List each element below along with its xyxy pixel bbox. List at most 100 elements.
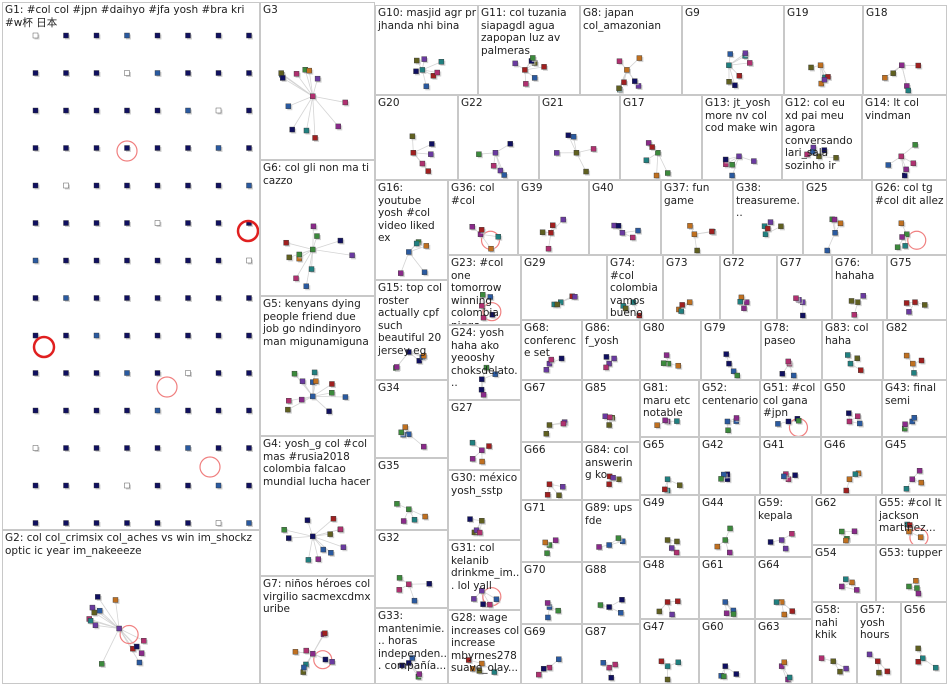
node [543,430,550,437]
group-label: G9 [685,7,700,19]
group-label: G70 [524,564,546,576]
node [93,332,100,339]
node [487,601,493,608]
node [342,99,348,106]
group-graph-g2 [86,594,148,668]
node [63,182,69,189]
group-label: G56 [904,604,926,616]
node [782,545,789,552]
node [124,220,130,226]
group-label: G26: col tg #col dit allez [875,182,944,207]
hub-node [839,528,845,535]
group-label: G7: niños héroes col virgilio sacmexcdmx… [263,578,374,615]
group-label: G1: #col col #jpn #daihyo #jfa yosh #bra… [5,4,248,29]
node [63,220,69,226]
node [821,77,828,83]
hub-node [691,231,698,237]
hub-node [875,658,881,664]
node [154,407,161,414]
group-label: G68: conference set [524,322,576,359]
node [837,220,844,227]
group-label: G3 [263,4,278,16]
hub-node [855,299,861,305]
group-panel-g31: G31: col kelanib drinkme_im... lol yall [448,540,521,610]
hub-node [606,360,612,367]
node [141,638,147,644]
node [124,107,130,114]
node [292,649,299,655]
node [313,378,319,384]
hub-node [846,418,853,425]
node [554,301,560,308]
node [602,413,608,420]
group-label: G55: #col lt jackson martinez... [879,497,946,534]
node [185,32,191,39]
group-graph-g34 [398,424,428,451]
group-panel-g73: G73 [663,255,720,320]
group-label: G22 [461,97,483,109]
node [741,305,747,311]
node [751,158,757,164]
group-label: G88 [585,564,607,576]
group-label: G40 [592,182,614,194]
node [63,295,69,301]
group-panel-g8: G8: japan col_amazonian [580,5,682,95]
group-graph-g75 [903,299,929,316]
node [677,482,683,488]
node [402,424,408,430]
node [560,216,566,223]
node [185,145,191,151]
edge [312,383,333,397]
node [154,220,161,226]
node [32,295,39,301]
group-panel-g16: G16: youtube yosh #col video liked ex [375,180,448,280]
hub-node [785,418,792,425]
node [478,227,485,233]
node [679,302,685,308]
group-label: G83: col haha [825,322,872,347]
node [329,381,335,387]
group-label: G19 [787,7,809,19]
group-label: G57: yosh hours [860,604,890,641]
node [124,182,130,189]
group-graph-g5 [285,369,350,416]
group-label: G82 [886,322,908,334]
node [597,602,604,608]
node [848,298,855,304]
hub-node [479,660,485,667]
hub-node [664,599,671,605]
node [694,247,700,254]
node [548,356,554,363]
node [915,658,921,665]
node [154,520,161,526]
node [615,223,622,229]
node [32,257,39,264]
hub-node [619,230,626,236]
hub-node [406,349,412,355]
edge [618,69,628,89]
node [843,576,849,582]
edge [304,69,314,97]
node [286,254,292,261]
hub-node [655,150,661,156]
self-loop [156,376,178,398]
node [615,535,622,541]
group-graph-g72 [737,294,751,313]
node [329,659,335,665]
node [63,482,69,489]
node [911,414,917,421]
node [818,655,825,661]
node [93,482,100,489]
edge [93,612,120,629]
node [296,251,302,258]
hub-node [310,650,316,657]
hub-node [479,588,485,594]
group-panel-g30: G30: méxico yosh_sstp [448,470,521,540]
node [910,160,917,166]
node [154,182,161,189]
group-panel-g53: G53: tupper [876,545,947,602]
node [854,355,860,361]
group-graph-g77 [793,295,807,319]
node [63,445,69,451]
